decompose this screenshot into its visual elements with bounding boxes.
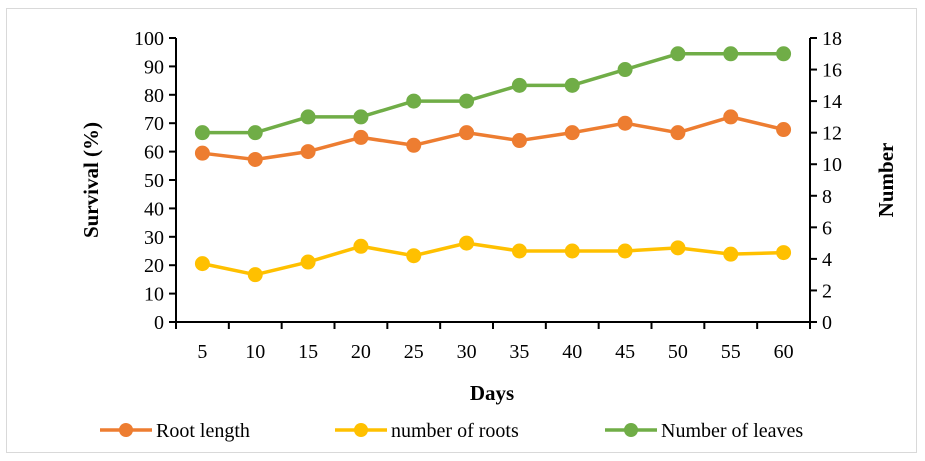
x-tick-label: 5 [197, 341, 207, 363]
series-layer [194, 46, 792, 283]
data-point-2 [564, 77, 580, 93]
y-tick-label-left: 70 [144, 113, 164, 135]
legend: Root length number of roots Number of leav… [100, 420, 803, 442]
y-tick-label-right: 18 [822, 28, 842, 50]
data-point-1 [247, 267, 263, 283]
y-tick-label-left: 90 [144, 56, 164, 78]
data-point-0 [300, 144, 316, 160]
chart-frame [6, 8, 917, 453]
y-axis-title-left: Survival (%) [79, 122, 103, 238]
data-point-2 [194, 125, 210, 141]
data-point-1 [406, 248, 422, 264]
legend-marker-2 [624, 423, 638, 437]
data-point-1 [459, 235, 475, 251]
y-tick-label-left: 20 [144, 255, 164, 277]
y-tick-label-left: 30 [144, 227, 164, 249]
data-point-1 [564, 243, 580, 259]
data-point-2 [353, 109, 369, 125]
y-tick-label-right: 2 [822, 280, 832, 302]
y-tick-label-left: 80 [144, 85, 164, 107]
y-tick-label-right: 6 [822, 217, 832, 239]
y-tick-label-left: 50 [144, 170, 164, 192]
axes: 0 10 20 30 40 50 60 70 80 90 100 0 2 4 6 8 10 12 14 16 18 5 10… [134, 28, 842, 363]
data-point-1 [670, 240, 686, 256]
data-point-2 [511, 77, 527, 93]
x-tick-label: 60 [774, 341, 794, 363]
data-point-0 [194, 145, 210, 161]
x-axis-title: Days [470, 381, 514, 405]
y-tick-label-right: 8 [822, 186, 832, 208]
x-tick-label: 15 [298, 341, 318, 363]
x-tick-label: 30 [457, 341, 477, 363]
y-tick-label-right: 0 [822, 312, 832, 334]
y-tick-label-right: 16 [822, 60, 842, 82]
y-tick-label-left: 100 [134, 28, 164, 50]
x-tick-label: 35 [509, 341, 529, 363]
series-line-2 [202, 52, 784, 135]
data-point-2 [670, 46, 686, 62]
data-point-0 [353, 129, 369, 145]
y-tick-label-right: 4 [822, 249, 832, 271]
legend-marker-1 [354, 423, 368, 437]
legend-label-1: number of roots [391, 420, 519, 442]
y-tick-label-left: 60 [144, 142, 164, 164]
data-point-2 [776, 46, 792, 62]
x-tick-label: 20 [351, 341, 371, 363]
y-axis-title-right: Number [874, 143, 898, 218]
data-point-1 [194, 256, 210, 272]
y-tick-label-right: 12 [822, 123, 842, 145]
data-point-2 [406, 93, 422, 109]
data-point-2 [247, 125, 263, 141]
x-tick-label: 10 [245, 341, 265, 363]
data-point-1 [776, 245, 792, 261]
legend-label-0: Root length [156, 420, 250, 442]
y-tick-label-left: 40 [144, 198, 164, 220]
y-tick-label-right: 10 [822, 154, 842, 176]
data-point-0 [406, 137, 422, 153]
data-point-0 [670, 125, 686, 141]
data-point-2 [459, 93, 475, 109]
legend-label-2: Number of leaves [661, 420, 803, 442]
x-tick-label: 45 [615, 341, 635, 363]
data-point-0 [723, 109, 739, 125]
x-tick-label: 40 [562, 341, 582, 363]
data-point-0 [247, 151, 263, 167]
data-point-0 [564, 125, 580, 141]
data-point-1 [617, 243, 633, 259]
data-point-0 [776, 122, 792, 138]
y-tick-label-left: 10 [144, 284, 164, 306]
x-tick-label: 25 [404, 341, 424, 363]
y-tick-label-right: 14 [822, 91, 842, 113]
data-point-0 [617, 115, 633, 131]
data-point-2 [617, 62, 633, 78]
y-tick-label-left: 0 [154, 312, 164, 334]
data-point-1 [300, 254, 316, 270]
data-point-1 [511, 243, 527, 259]
data-point-2 [300, 109, 316, 125]
x-tick-label: 55 [721, 341, 741, 363]
data-point-0 [511, 133, 527, 149]
series-line-0 [202, 115, 784, 162]
data-point-2 [723, 46, 739, 62]
x-tick-label: 50 [668, 341, 688, 363]
legend-marker-0 [119, 423, 133, 437]
series-line-1 [202, 241, 784, 277]
data-point-0 [459, 125, 475, 141]
data-point-1 [723, 246, 739, 262]
data-point-1 [353, 238, 369, 254]
